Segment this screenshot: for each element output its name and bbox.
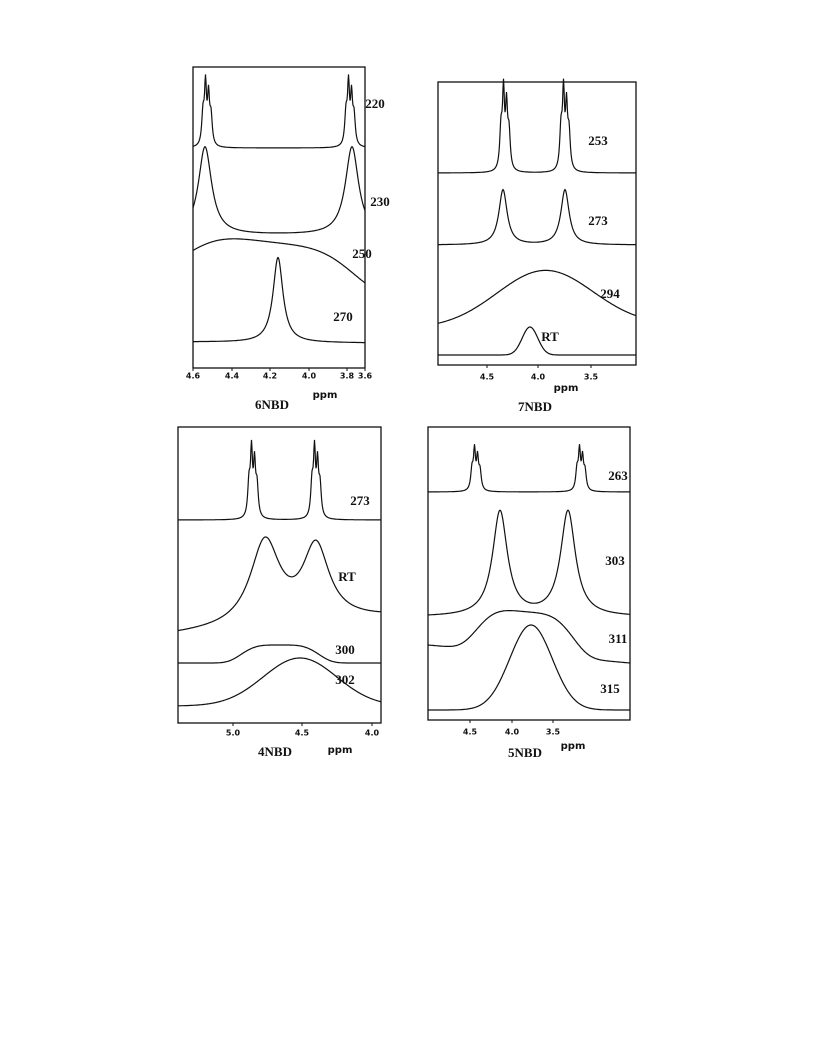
trace-label: 270 — [333, 309, 353, 324]
panel-title: 4NBD — [258, 744, 292, 759]
tick-label: 5.0 — [226, 729, 241, 738]
spectrum-trace — [192, 74, 366, 149]
tick-label: 4.0 — [531, 373, 546, 382]
trace-label: 220 — [365, 96, 385, 111]
axis-label: ppm — [328, 745, 353, 756]
spectrum-trace — [178, 657, 382, 707]
trace-label: RT — [338, 569, 356, 584]
spectrum-trace — [178, 644, 381, 664]
trace-label: 230 — [370, 194, 390, 209]
spectrum-trace — [438, 326, 636, 356]
tick-label: 4.2 — [263, 372, 277, 381]
axis-label: ppm — [554, 383, 579, 394]
panel-title: 5NBD — [508, 745, 542, 760]
spectrum-trace — [438, 78, 636, 174]
tick-label: 3.5 — [546, 728, 561, 737]
spectrum-trace — [178, 439, 381, 521]
spectrum-trace — [177, 536, 381, 632]
trace-label: 253 — [588, 133, 608, 148]
tick-label: 3.8 — [340, 372, 355, 381]
tick-label: 4.0 — [505, 728, 520, 737]
trace-label: 300 — [335, 642, 355, 657]
panel-frame — [192, 66, 366, 369]
axis-label: ppm — [561, 741, 586, 752]
trace-label: 263 — [608, 468, 628, 483]
tick-label: 3.6 — [358, 372, 373, 381]
tick-label: 4.5 — [463, 728, 478, 737]
tick-label: 4.5 — [480, 373, 495, 382]
spectrum-trace — [438, 188, 637, 246]
spectrum-trace — [428, 444, 630, 493]
spectrum-trace — [427, 509, 630, 616]
trace-label: 311 — [609, 631, 628, 646]
panel-frame — [427, 426, 631, 721]
trace-label: 303 — [605, 553, 625, 568]
trace-label: 273 — [350, 493, 370, 508]
panel-title: 7NBD — [518, 399, 552, 414]
tick-label: 4.6 — [186, 372, 201, 381]
trace-label: 302 — [335, 672, 355, 687]
tick-label: 3.5 — [584, 373, 599, 382]
trace-label: 250 — [352, 246, 372, 261]
tick-label: 4.4 — [225, 372, 240, 381]
tick-label: 4.5 — [295, 729, 310, 738]
spectrum-trace — [192, 238, 366, 284]
trace-label: 294 — [600, 286, 620, 301]
axis-label: ppm — [313, 390, 338, 401]
spectrum-trace — [193, 256, 365, 344]
panel-frame — [177, 426, 382, 724]
spectrum-trace — [428, 610, 630, 664]
spectrum-trace — [437, 269, 637, 324]
tick-label: 4.0 — [365, 729, 380, 738]
trace-label: 273 — [588, 213, 608, 228]
panel-frame — [437, 81, 637, 366]
spectrum-trace — [428, 624, 630, 711]
spectrum-trace — [192, 145, 366, 234]
tick-label: 4.0 — [302, 372, 317, 381]
panel-title: 6NBD — [255, 397, 289, 412]
trace-label: 315 — [600, 681, 620, 696]
trace-label: RT — [541, 329, 559, 344]
